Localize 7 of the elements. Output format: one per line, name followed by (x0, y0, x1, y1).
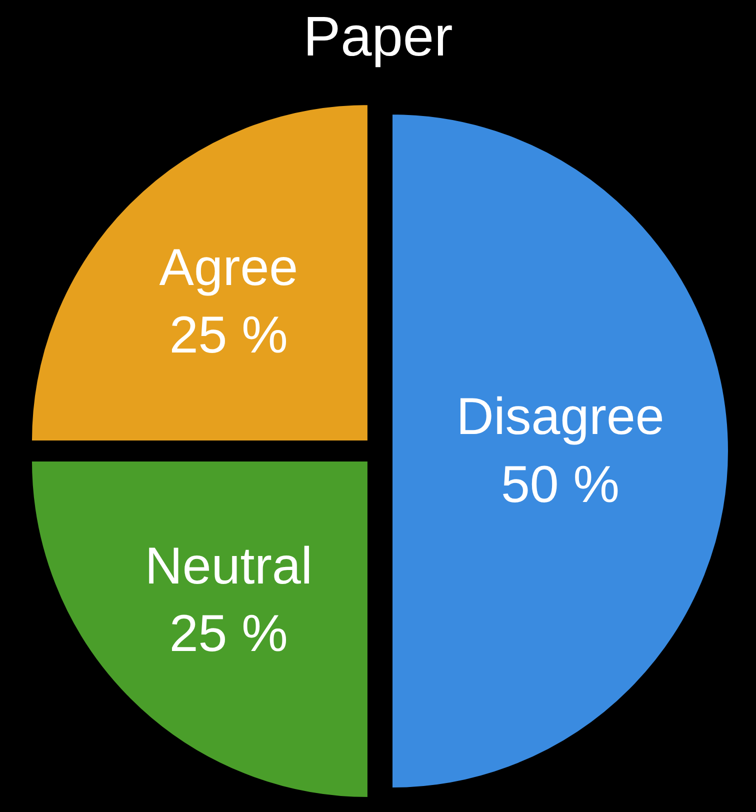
data-label: 50 % (500, 456, 620, 514)
slice-label: Disagree (456, 388, 664, 446)
data-label: 25 % (169, 605, 288, 664)
chart-title: Paper (303, 4, 453, 68)
data-label: 25 % (169, 306, 288, 364)
slice-label: Agree (159, 238, 298, 297)
slice-label: Neutral (144, 538, 312, 596)
